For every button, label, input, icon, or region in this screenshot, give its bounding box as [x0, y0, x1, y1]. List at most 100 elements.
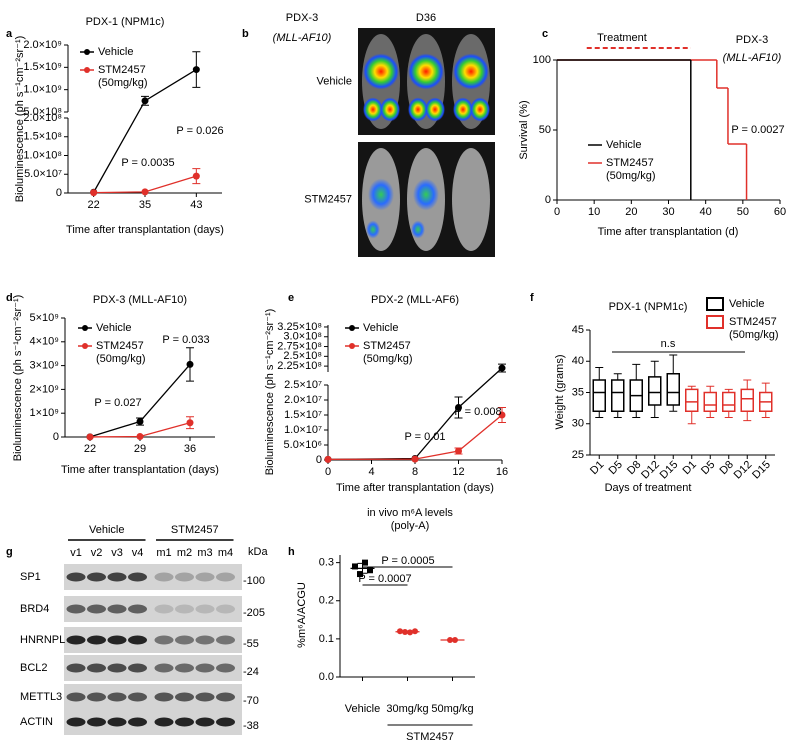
- y-axis-label: Bioluminescence (ph s⁻¹cm⁻²sr⁻¹): [264, 309, 276, 476]
- annotation: P = 0.01: [404, 431, 445, 443]
- data-point: [498, 364, 506, 372]
- legend-marker: [84, 49, 90, 55]
- y-tick-label: 50: [539, 124, 551, 136]
- band: [154, 717, 174, 727]
- protein-label: BCL2: [20, 662, 48, 674]
- band: [107, 604, 127, 614]
- y-tick-label: 0: [545, 194, 551, 206]
- data-point: [141, 188, 149, 196]
- band: [195, 663, 215, 673]
- x-tick-label: D12: [732, 459, 755, 482]
- signal: [470, 97, 490, 122]
- band: [107, 572, 127, 582]
- band: [128, 692, 147, 702]
- signal: [453, 53, 489, 90]
- y-tick-label: 2×10⁹: [30, 383, 60, 395]
- y-tick-label: 0: [316, 454, 322, 466]
- data-point: [455, 447, 462, 455]
- y-tick-label: 5.0×10⁶: [284, 439, 322, 451]
- annotation: P = 0.0035: [121, 157, 174, 169]
- legend-label: STM2457 (50mg/kg): [98, 64, 148, 89]
- annotation: P = 0.026: [176, 125, 223, 137]
- band: [66, 692, 86, 702]
- data-point: [90, 189, 98, 197]
- y-tick-label: 5.0×10⁷: [24, 168, 62, 180]
- x-tick-label: D5: [606, 459, 624, 477]
- box: [740, 388, 754, 412]
- x-tick-label: 20: [625, 206, 637, 218]
- band: [107, 635, 127, 645]
- series-line: [327, 414, 503, 461]
- annotation: P = 0.0005: [381, 555, 434, 567]
- x-tick-label: 50: [737, 206, 749, 218]
- annotation: P = 0.0007: [358, 573, 411, 585]
- x-tick-label: 10: [588, 206, 600, 218]
- x-tick-label: 35: [139, 199, 151, 211]
- y-tick-label: 1.5×10⁸: [23, 131, 62, 143]
- band: [87, 717, 106, 727]
- group-label: Vehicle: [89, 524, 124, 536]
- signal: [413, 178, 439, 211]
- legend-swatch: [706, 315, 724, 329]
- protein-label: BRD4: [20, 603, 49, 615]
- legend-label: Vehicle: [98, 46, 133, 58]
- y-tick-label: 2.0×10⁹: [23, 39, 62, 51]
- band: [216, 635, 235, 645]
- band: [216, 692, 235, 702]
- protein-label: METTL3: [20, 691, 62, 703]
- band: [154, 572, 174, 582]
- kda-marker: -24: [243, 666, 259, 678]
- legend-label: STM2457 (50mg/kg): [606, 157, 656, 182]
- panel-letter: g: [6, 546, 13, 558]
- signal: [425, 97, 445, 122]
- protein-label: SP1: [20, 571, 41, 583]
- data-point: [186, 419, 194, 427]
- data-point: [192, 66, 200, 74]
- y-tick-label: 2.75×10⁸: [277, 340, 322, 352]
- band: [195, 572, 215, 582]
- x-tick-label: 29: [134, 443, 146, 455]
- x-tick-label: Vehicle: [345, 703, 380, 715]
- y-tick-label: 30: [572, 418, 584, 430]
- x-tick-label: 40: [700, 206, 712, 218]
- y-tick-label: 2.0×10⁷: [284, 394, 322, 406]
- chart-subtitle: (MLL-AF10): [723, 52, 782, 64]
- band: [66, 572, 86, 582]
- chart-title: in vivo m⁶A levels: [367, 507, 453, 519]
- data-point: [452, 637, 458, 644]
- data-point: [324, 455, 332, 463]
- y-tick-label: 0: [56, 187, 62, 199]
- y-tick-label: 100: [533, 54, 551, 66]
- band: [107, 717, 127, 727]
- band: [154, 635, 174, 645]
- x-tick-label: 22: [88, 199, 100, 211]
- x-tick-label: 12: [452, 466, 464, 478]
- data-point: [367, 567, 373, 574]
- x-axis-label: Time after transplantation (d): [598, 226, 739, 238]
- x-tick-label: 43: [190, 199, 202, 211]
- annotation: P = 0.008: [454, 406, 501, 418]
- band: [66, 717, 86, 727]
- y-tick-label: 1.5×10⁷: [284, 409, 322, 421]
- lane-label: v2: [91, 547, 103, 559]
- box: [592, 379, 606, 412]
- panel-letter: b: [242, 28, 249, 40]
- lane-label: m1: [156, 547, 171, 559]
- y-tick-label: 5×10⁹: [30, 312, 60, 324]
- data-point: [362, 559, 368, 566]
- group-label: STM2457: [171, 524, 219, 536]
- band: [154, 604, 174, 614]
- band: [87, 635, 106, 645]
- y-tick-label: 25: [572, 449, 584, 461]
- signal: [408, 97, 428, 122]
- x-tick-label: D1: [588, 459, 606, 477]
- kda-label: kDa: [248, 546, 268, 558]
- annotation: n.s: [661, 338, 676, 350]
- y-tick-label: 0.3: [319, 557, 334, 569]
- treatment-label: Treatment: [597, 32, 647, 44]
- x-tick-label: 4: [368, 466, 374, 478]
- imaging-title: PDX-3: [286, 12, 318, 24]
- legend-label: Vehicle: [363, 322, 398, 334]
- box: [685, 388, 699, 412]
- panel-letter: c: [542, 28, 548, 40]
